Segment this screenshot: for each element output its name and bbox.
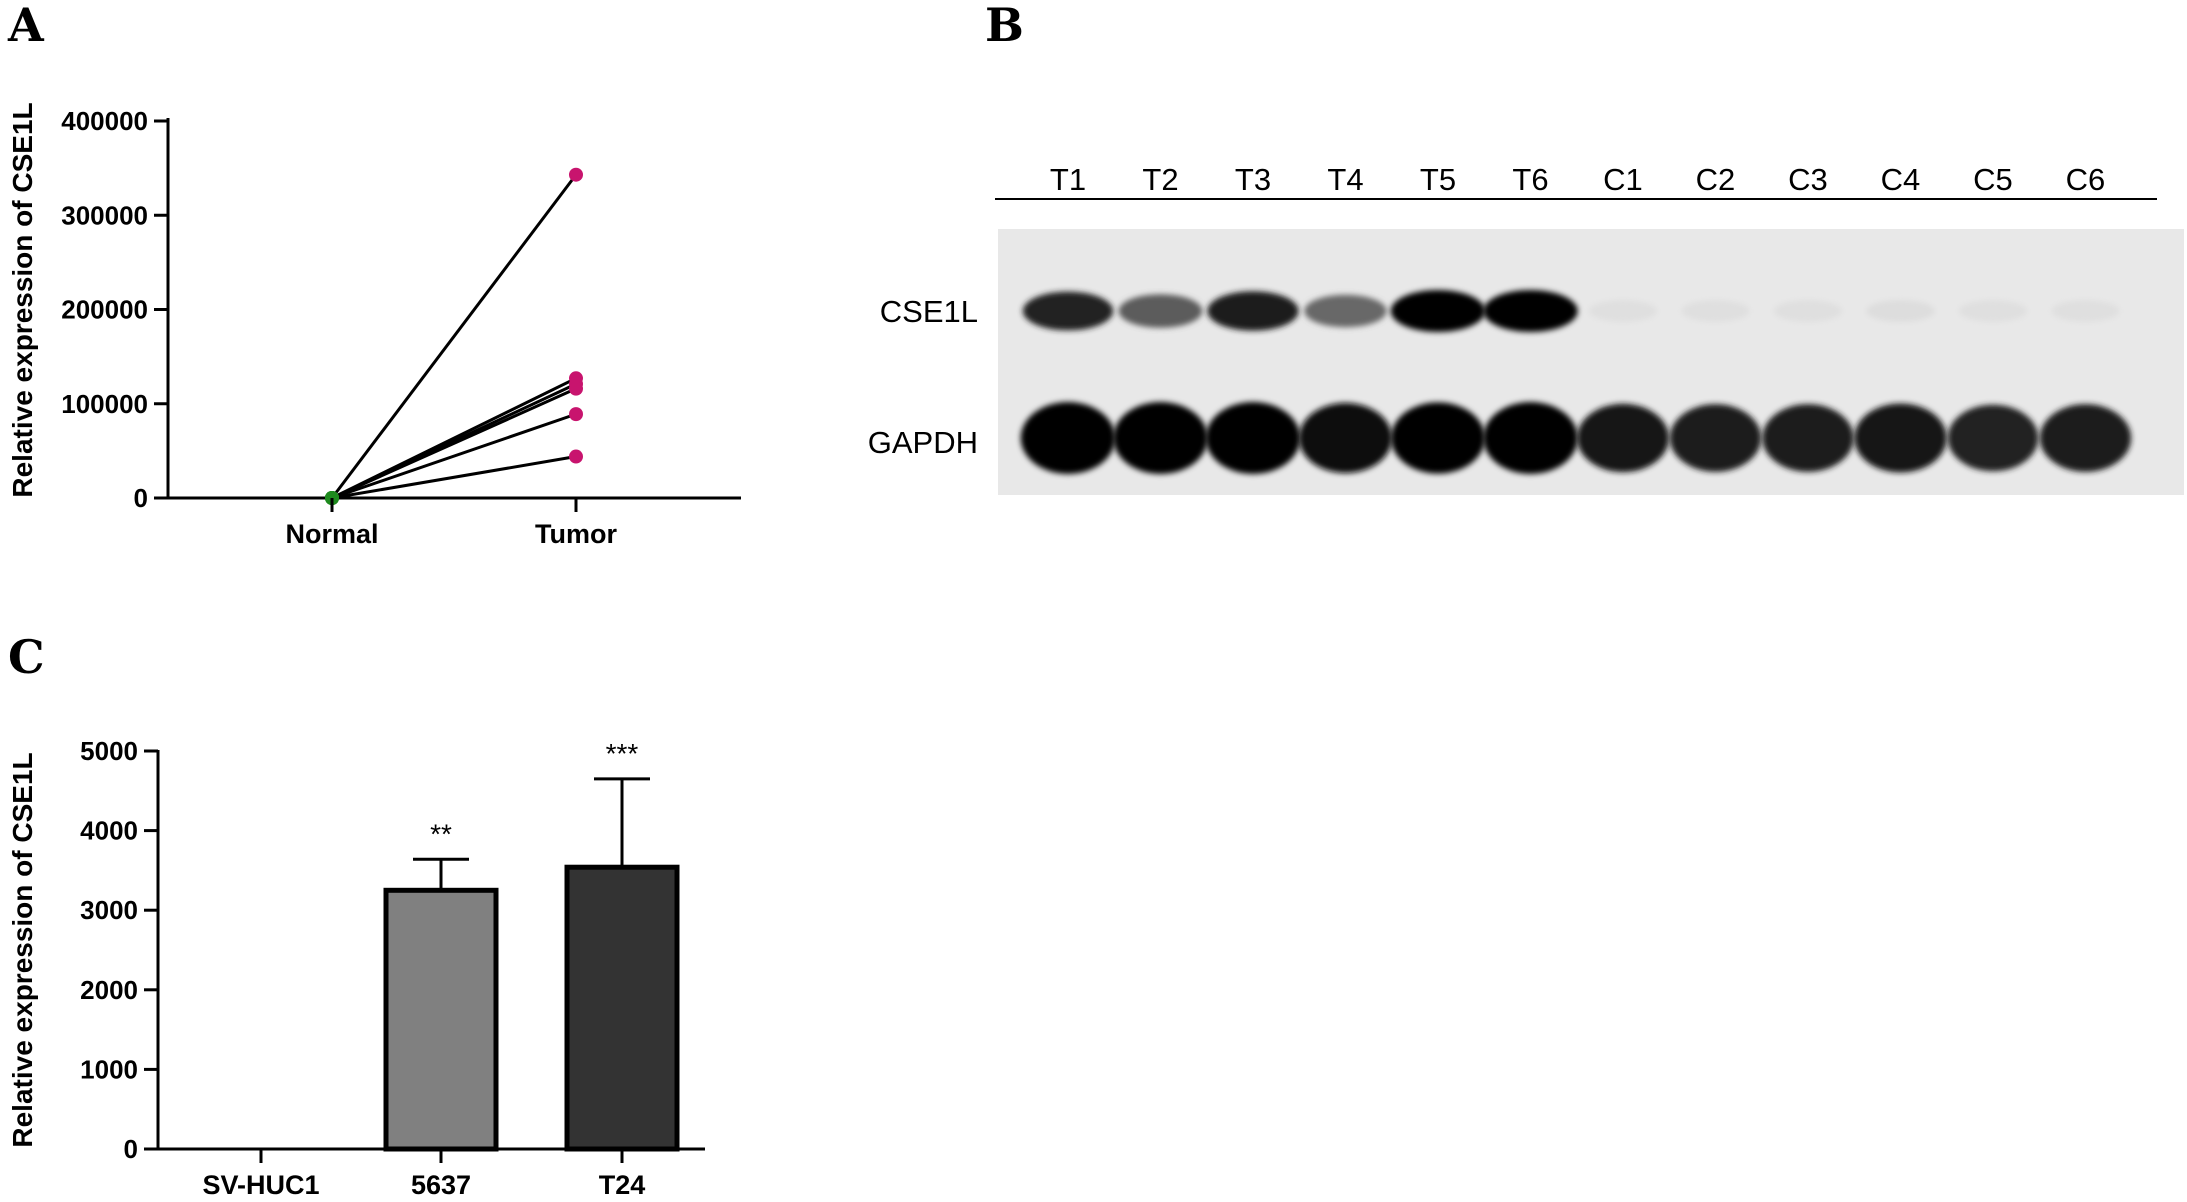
chart-a-xtick-label: Tumor xyxy=(535,519,617,549)
chart-c-ytick-label: 5000 xyxy=(80,736,138,766)
blot-band-cse1l xyxy=(2051,300,2120,322)
chart-a-ytick-label: 300000 xyxy=(61,200,148,230)
blot-band-gapdh xyxy=(1762,404,1854,472)
blot-band-cse1l xyxy=(1304,294,1387,328)
chart-a-pair-line xyxy=(331,387,577,500)
chart-a-tumor-point xyxy=(569,449,583,464)
blot-band-gapdh xyxy=(1020,402,1116,474)
chart-a-tumor-point xyxy=(569,407,583,422)
blot-band-cse1l xyxy=(1588,300,1658,322)
blot-band-gapdh xyxy=(1669,404,1762,472)
blot-band-cse1l xyxy=(1483,290,1578,332)
chart-c-significance-label: *** xyxy=(606,738,639,769)
blot-band-cse1l xyxy=(1022,291,1114,331)
blot-row-label-cse1l: CSE1L xyxy=(880,294,978,329)
chart-a-ytick-label: 100000 xyxy=(61,389,148,419)
blot-band-gapdh xyxy=(1854,403,1947,473)
chart-c-ytick-label: 0 xyxy=(124,1134,138,1164)
blot-band-cse1l xyxy=(1390,290,1486,332)
chart-a-ytick-label: 0 xyxy=(134,483,148,513)
panel-c-label: C xyxy=(8,630,45,684)
blot-lane-label: C2 xyxy=(1696,162,1736,197)
chart-a-ytick-label: 400000 xyxy=(61,106,148,136)
blot-band-gapdh xyxy=(1577,403,1669,473)
panel-b-label: B xyxy=(985,0,1024,52)
chart-c-ylabel: Relative expression of CSE1L xyxy=(7,752,38,1147)
blot-band-gapdh xyxy=(2039,404,2132,472)
blot-lane-label: T3 xyxy=(1235,162,1271,197)
blot-lane-label: C1 xyxy=(1603,162,1643,197)
blot-band-gapdh xyxy=(1947,404,2039,472)
blot-lane-label: T5 xyxy=(1420,162,1456,197)
panel-a-label: A xyxy=(8,0,44,52)
blot-band-cse1l xyxy=(1958,300,2028,322)
chart-c-xtick-label: T24 xyxy=(599,1170,646,1200)
chart-c-ytick-label: 3000 xyxy=(80,895,138,925)
blot-lane-label: C4 xyxy=(1881,162,1921,197)
chart-a-normal-point xyxy=(325,490,339,505)
blot-row-label-gapdh: GAPDH xyxy=(868,425,978,460)
chart-c-ytick-label: 2000 xyxy=(80,975,138,1005)
chart-c-bar xyxy=(564,864,680,1152)
blot-lane-label: T1 xyxy=(1050,162,1086,197)
chart-c-xtick-label: 5637 xyxy=(411,1170,471,1200)
blot-band-cse1l xyxy=(1866,300,1935,322)
chart-a-pair-line xyxy=(331,412,577,500)
chart-a-pair-line xyxy=(331,455,577,500)
chart-a-ylabel: Relative expression of CSE1L xyxy=(7,102,38,497)
chart-a-tumor-point xyxy=(569,167,583,182)
blot-lane-label: T4 xyxy=(1327,162,1363,197)
blot-band-cse1l xyxy=(1681,300,1750,322)
chart-c-bar xyxy=(383,887,499,1152)
chart-a-xtick-label: Normal xyxy=(285,519,378,549)
chart-c-significance-label: ** xyxy=(430,818,452,849)
blot-band-gapdh xyxy=(1483,402,1578,474)
chart-c-ytick-label: 4000 xyxy=(80,816,138,846)
blot-lane-label: T2 xyxy=(1142,162,1178,197)
blot-lane-label: C3 xyxy=(1788,162,1828,197)
blot-lane-label: T6 xyxy=(1512,162,1548,197)
chart-a-tumor-point xyxy=(569,381,583,396)
blot-lane-label: C6 xyxy=(2066,162,2106,197)
blot-band-gapdh xyxy=(1113,402,1208,474)
blot-band-cse1l xyxy=(1207,291,1299,331)
chart-a-ytick-label: 200000 xyxy=(61,295,148,325)
chart-c-ytick-label: 1000 xyxy=(80,1054,138,1084)
blot-band-gapdh xyxy=(1205,402,1301,474)
chart-c-xtick-label: SV-HUC1 xyxy=(202,1170,319,1200)
blot-band-cse1l xyxy=(1118,294,1203,328)
blot-band-gapdh xyxy=(1391,402,1485,474)
blot-band-gapdh xyxy=(1298,402,1393,474)
chart-a-pair-line xyxy=(330,173,578,499)
blot-band-cse1l xyxy=(1773,300,1843,322)
blot-lane-label: C5 xyxy=(1973,162,2013,197)
